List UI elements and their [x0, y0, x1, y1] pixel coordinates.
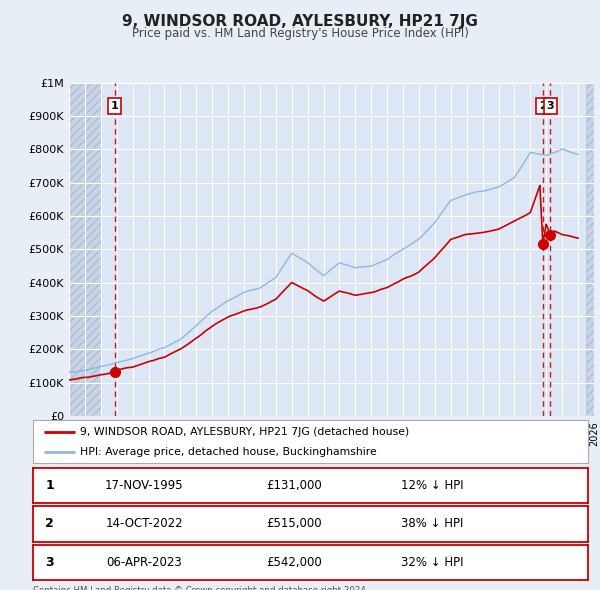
Text: Contains HM Land Registry data © Crown copyright and database right 2024.
This d: Contains HM Land Registry data © Crown c…: [33, 586, 368, 590]
Text: 14-OCT-2022: 14-OCT-2022: [105, 517, 183, 530]
Text: 1: 1: [45, 479, 54, 492]
Text: 2: 2: [45, 517, 54, 530]
Text: 2: 2: [539, 101, 547, 111]
Text: 12% ↓ HPI: 12% ↓ HPI: [401, 479, 464, 492]
Text: 38% ↓ HPI: 38% ↓ HPI: [401, 517, 464, 530]
Text: 06-APR-2023: 06-APR-2023: [106, 556, 182, 569]
Text: £131,000: £131,000: [266, 479, 322, 492]
Text: 9, WINDSOR ROAD, AYLESBURY, HP21 7JG (detached house): 9, WINDSOR ROAD, AYLESBURY, HP21 7JG (de…: [80, 427, 409, 437]
Text: £542,000: £542,000: [266, 556, 322, 569]
Text: Price paid vs. HM Land Registry's House Price Index (HPI): Price paid vs. HM Land Registry's House …: [131, 27, 469, 40]
Text: 32% ↓ HPI: 32% ↓ HPI: [401, 556, 464, 569]
Text: 9, WINDSOR ROAD, AYLESBURY, HP21 7JG: 9, WINDSOR ROAD, AYLESBURY, HP21 7JG: [122, 14, 478, 28]
Text: HPI: Average price, detached house, Buckinghamshire: HPI: Average price, detached house, Buck…: [80, 447, 377, 457]
Text: 1: 1: [111, 101, 119, 111]
Bar: [586, 83, 594, 416]
Text: £515,000: £515,000: [266, 517, 322, 530]
Text: 3: 3: [46, 556, 54, 569]
Text: 3: 3: [547, 101, 554, 111]
Text: 17-NOV-1995: 17-NOV-1995: [104, 479, 184, 492]
Bar: [69, 83, 101, 416]
